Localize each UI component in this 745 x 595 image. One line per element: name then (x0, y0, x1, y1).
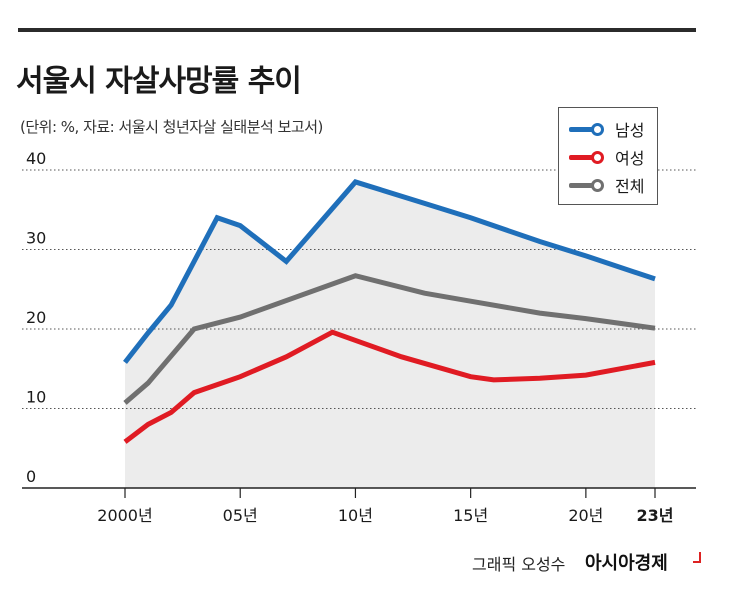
series-layer (123, 179, 656, 444)
x-tick-label-2015: 15년 (453, 506, 488, 525)
x-tick-label-2005: 05년 (223, 506, 258, 525)
gridlines-layer (22, 169, 696, 489)
legend-label-total: 전체 (615, 177, 645, 196)
legend-item-total: 전체 (569, 172, 644, 198)
y-ticks-layer: 0 10 20 30 40 (26, 149, 46, 486)
credit-text: 그래픽 오성수 (472, 555, 566, 574)
y-tick-label-20: 20 (26, 308, 46, 327)
series-line-total (123, 273, 656, 405)
x-tick-label-2010: 10년 (338, 506, 373, 525)
legend-swatch-female (569, 150, 604, 164)
area-fill (125, 181, 655, 489)
legend-item-female: 여성 (569, 144, 644, 170)
chart-subtitle: (단위: %, 자료: 서울시 청년자살 실태분석 보고서) (20, 118, 323, 136)
y-tick-label-30: 30 (26, 229, 46, 248)
brand-logo: 아시아경제 (585, 553, 668, 574)
y-tick-label-10: 10 (26, 388, 46, 407)
series-line-female (123, 329, 656, 444)
y-tick-label-0: 0 (26, 467, 36, 486)
legend-swatch-total (569, 178, 604, 192)
y-tick-label-40: 40 (26, 149, 46, 168)
x-tick-label-2000: 2000년 (97, 506, 152, 525)
x-ticks-layer: 2000년 05년 10년 15년 20년 23년 (97, 488, 674, 525)
series-line-male (123, 179, 656, 364)
x-tick-label-2023: 23년 (637, 506, 674, 525)
brand-mark-icon (693, 552, 701, 563)
legend-label-male: 남성 (615, 121, 645, 140)
legend: 남성 여성 전체 (558, 107, 658, 205)
chart-title: 서울시 자살사망률 추이 (16, 64, 302, 99)
legend-swatch-male (569, 122, 604, 136)
top-rule (18, 28, 696, 32)
x-tick-label-2020: 20년 (568, 506, 603, 525)
area-fill-layer (125, 181, 655, 489)
legend-item-male: 남성 (569, 116, 644, 142)
legend-label-female: 여성 (615, 149, 645, 168)
